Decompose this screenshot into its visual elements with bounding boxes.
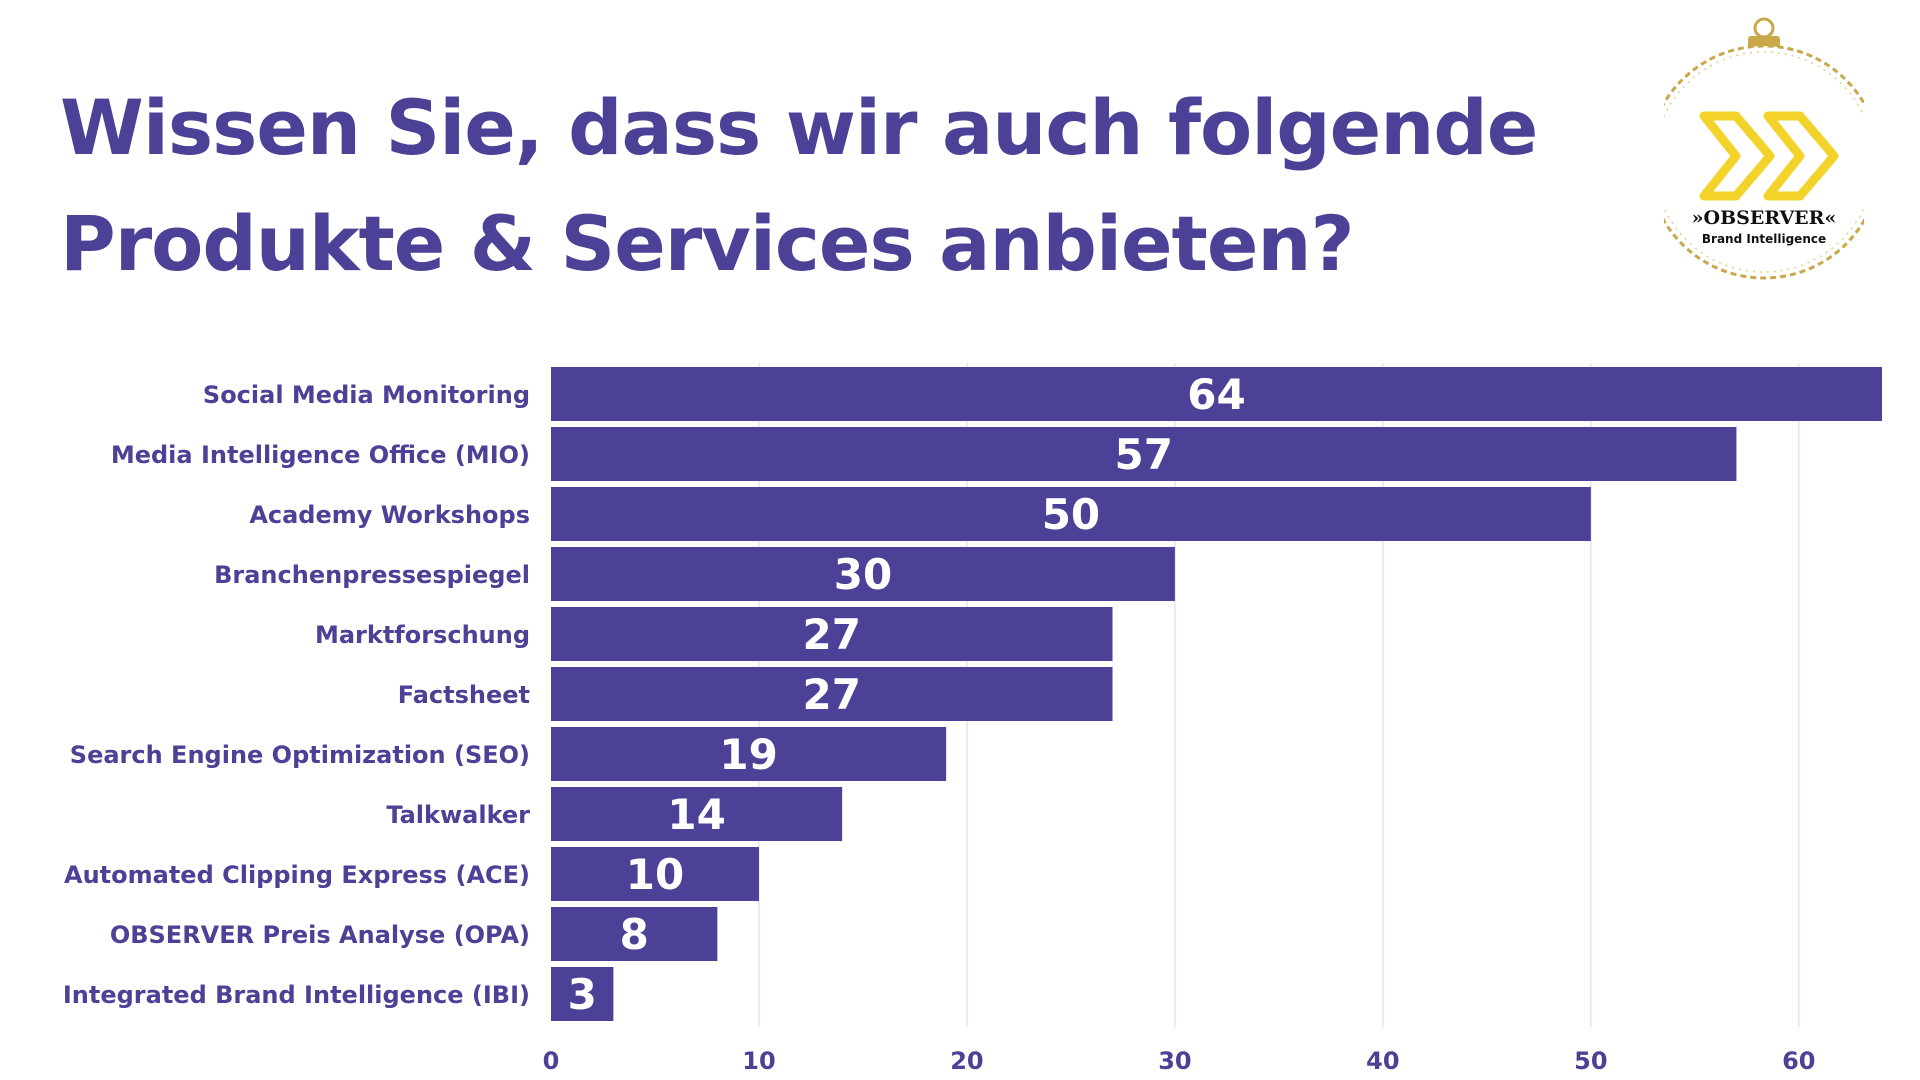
logo-brand: »OBSERVER« bbox=[1692, 207, 1837, 229]
x-tick-label: 60 bbox=[1782, 1047, 1815, 1075]
title-line-1: Wissen Sie, dass wir auch folgende bbox=[60, 83, 1538, 172]
double-chevron-icon bbox=[1699, 111, 1839, 201]
category-label: OBSERVER Preis Analyse (OPA) bbox=[110, 921, 530, 949]
value-label: 3 bbox=[568, 970, 597, 1019]
bar bbox=[551, 967, 614, 1021]
bar bbox=[551, 487, 1591, 541]
bars bbox=[551, 367, 1882, 1021]
category-label: Branchenpressespiegel bbox=[214, 561, 530, 589]
value-label: 57 bbox=[1114, 430, 1172, 479]
category-label: Academy Workshops bbox=[249, 501, 530, 529]
bar bbox=[551, 367, 1882, 421]
value-labels: 64 57 50 30 27 27 19 14 10 83 bbox=[568, 370, 1246, 1019]
x-tick-label: 30 bbox=[1158, 1047, 1191, 1075]
x-tick-label: 40 bbox=[1366, 1047, 1399, 1075]
value-label: 30 bbox=[834, 550, 892, 599]
bar bbox=[551, 607, 1113, 661]
category-label: Social Media Monitoring bbox=[203, 381, 530, 409]
value-label: 19 bbox=[719, 730, 777, 779]
category-label: Media Intelligence Office (MIO) bbox=[111, 441, 530, 469]
category-labels: Social Media Monitoring Media Intelligenc… bbox=[63, 381, 530, 1009]
value-label: 8 bbox=[620, 910, 649, 959]
logo-tagline: Brand Intelligence bbox=[1702, 232, 1826, 246]
title-line-2: Produkte & Services anbieten? bbox=[60, 199, 1355, 288]
x-axis-ticks: 0 10 20 30 40 50 60 bbox=[543, 1047, 1816, 1075]
value-label: 27 bbox=[803, 670, 861, 719]
bar bbox=[551, 547, 1175, 601]
value-label: 10 bbox=[626, 850, 684, 899]
bar bbox=[551, 787, 843, 841]
category-label: Automated Clipping Express (ACE) bbox=[64, 861, 530, 889]
category-label: Factsheet bbox=[398, 681, 530, 709]
bar bbox=[551, 427, 1737, 481]
category-label: Marktforschung bbox=[315, 621, 530, 649]
x-tick-label: 0 bbox=[543, 1047, 560, 1075]
bar bbox=[551, 907, 718, 961]
bar bbox=[551, 667, 1113, 721]
category-label: Search Engine Optimization (SEO) bbox=[70, 741, 530, 769]
x-tick-label: 10 bbox=[742, 1047, 775, 1075]
category-label: Talkwalker bbox=[386, 801, 530, 829]
page-title: Wissen Sie, dass wir auch folgende Produ… bbox=[60, 70, 1580, 302]
bar bbox=[551, 847, 759, 901]
value-label: 27 bbox=[803, 610, 861, 659]
category-label: Integrated Brand Intelligence (IBI) bbox=[63, 981, 530, 1009]
observer-logo: »OBSERVER« Brand Intelligence bbox=[1664, 17, 1864, 280]
value-label: 64 bbox=[1187, 370, 1245, 419]
value-label: 14 bbox=[667, 790, 725, 839]
x-tick-label: 50 bbox=[1574, 1047, 1607, 1075]
value-label: 50 bbox=[1042, 490, 1100, 539]
x-tick-label: 20 bbox=[950, 1047, 983, 1075]
bar bbox=[551, 727, 947, 781]
